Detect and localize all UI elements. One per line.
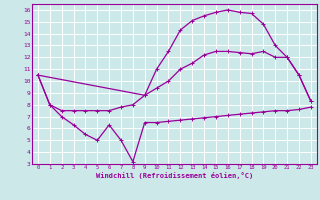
X-axis label: Windchill (Refroidissement éolien,°C): Windchill (Refroidissement éolien,°C): [96, 172, 253, 179]
